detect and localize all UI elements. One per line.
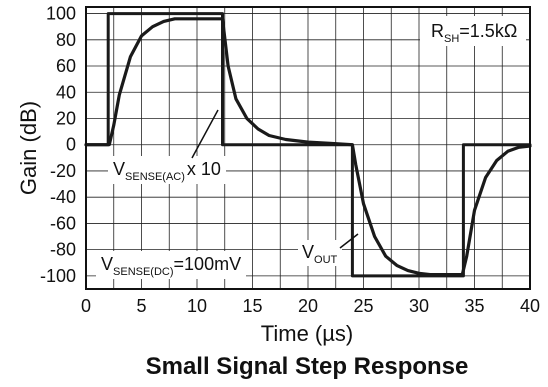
x-tick-label: 40 <box>520 296 540 316</box>
vout-label-box <box>298 240 342 266</box>
vsense-ac-label-box <box>108 156 226 184</box>
grid <box>85 7 531 289</box>
y-tick-label: -80 <box>50 240 76 260</box>
x-tick-label: 20 <box>298 296 318 316</box>
y-tick-label: -100 <box>40 266 76 286</box>
vsense-ac-label: VSENSE(AC) x 10 <box>113 159 221 183</box>
y-tick-label: -40 <box>50 187 76 207</box>
series-vsense-ac <box>84 12 532 278</box>
vout-label: VOUT <box>302 242 338 266</box>
x-tick-label: 25 <box>353 296 373 316</box>
y-tick-label: -60 <box>50 213 76 233</box>
x-tick-label: 35 <box>464 296 484 316</box>
plot-border <box>85 6 531 290</box>
x-tick-label: 30 <box>409 296 429 316</box>
series-vout <box>84 17 532 277</box>
y-tick-label: 100 <box>46 4 76 24</box>
x-tick-label: 10 <box>187 296 207 316</box>
y-tick-label: 20 <box>56 108 76 128</box>
rsh-label-box <box>420 16 526 46</box>
vout-leader <box>339 233 359 249</box>
x-tick-label: 5 <box>136 296 146 316</box>
y-tick-label: 60 <box>56 56 76 76</box>
vsense-dc-label: VSENSE(DC)=100mV <box>101 254 241 278</box>
y-tick-label: 80 <box>56 30 76 50</box>
y-tick-label: 0 <box>66 135 76 155</box>
x-tick-label: 0 <box>81 296 91 316</box>
vsense-ac-leader <box>191 109 219 159</box>
series-layer <box>84 12 532 278</box>
plot-frame <box>85 6 531 290</box>
rsh-label: RSH=1.5kΩ <box>431 21 517 45</box>
y-axis-title: Gain (dB) <box>16 101 41 195</box>
x-tick-label: 15 <box>242 296 262 316</box>
y-tick-label: 40 <box>56 82 76 102</box>
vsense-dc-label-box <box>96 251 246 279</box>
x-axis-title: Time (µs) <box>261 321 354 346</box>
y-tick-label: -20 <box>50 161 76 181</box>
chart-title: Small Signal Step Response <box>146 353 469 380</box>
